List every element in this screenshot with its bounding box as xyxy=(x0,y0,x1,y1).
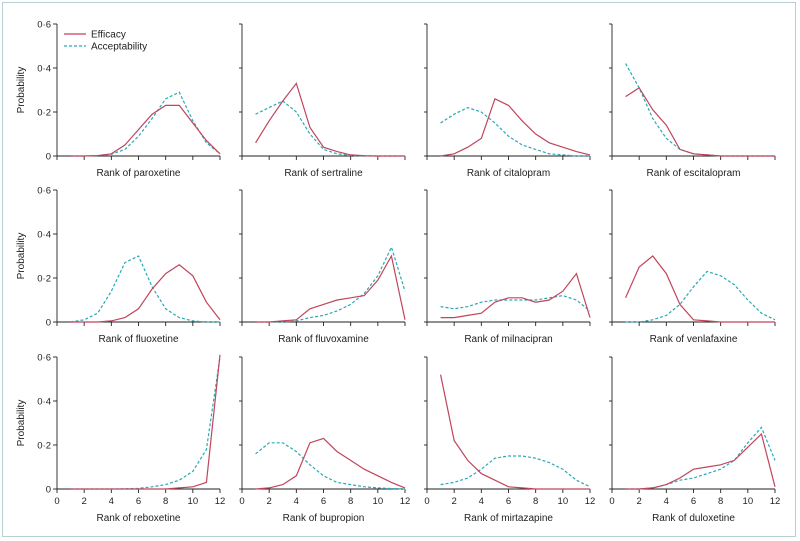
x-tick-label: 12 xyxy=(215,496,226,507)
x-axis-title: Rank of paroxetine xyxy=(97,168,181,179)
x-tick-label: 6 xyxy=(321,496,326,507)
y-tick-label: 0·6 xyxy=(37,20,51,31)
x-tick-label: 2 xyxy=(82,496,87,507)
x-tick-label: 12 xyxy=(585,496,596,507)
x-axis-title: Rank of escitalopram xyxy=(647,168,741,179)
acceptability-line xyxy=(625,426,776,490)
panel-2: Rank of sertraline xyxy=(239,23,406,179)
y-tick-label: 0 xyxy=(46,485,51,496)
acceptability-line xyxy=(70,255,220,323)
x-tick-label: 10 xyxy=(743,496,754,507)
efficacy-line xyxy=(439,374,590,490)
acceptability-line xyxy=(625,270,776,323)
acceptability-line xyxy=(440,455,591,488)
efficacy-line xyxy=(625,255,775,323)
efficacy-line xyxy=(440,272,591,319)
y-axis-title: Probability xyxy=(16,233,27,280)
y-tick-label: 0·4 xyxy=(37,397,51,408)
y-tick-label: 0 xyxy=(46,318,51,329)
x-tick-label: 8 xyxy=(533,496,538,507)
x-axis-title: Rank of reboxetine xyxy=(97,513,181,524)
x-axis-title: Rank of fluvoxamine xyxy=(278,334,369,345)
x-tick-label: 12 xyxy=(400,496,411,507)
panel-4: Rank of escitalopram xyxy=(609,23,776,179)
x-tick-label: 4 xyxy=(294,496,299,507)
panel-3: Rank of citalopram xyxy=(424,23,591,179)
y-tick-label: 0·2 xyxy=(37,274,51,285)
x-tick-label: 0 xyxy=(239,496,244,507)
efficacy-line xyxy=(255,437,406,490)
panel-5: 0 0·2 0·4 0·6 Probability Rank of fluoxetine xyxy=(16,186,221,345)
x-tick-label: 4 xyxy=(479,496,484,507)
acceptability-line xyxy=(70,91,221,157)
efficacy-line xyxy=(255,82,405,157)
x-tick-label: 4 xyxy=(664,496,669,507)
panel-12: 0 2 4 6 8 10 12 Rank of duloxetine xyxy=(609,356,781,524)
legend-efficacy-label: Efficacy xyxy=(91,30,126,41)
efficacy-line xyxy=(70,104,221,157)
x-tick-label: 10 xyxy=(373,496,384,507)
panel-7: Rank of milnacipran xyxy=(424,189,591,345)
x-axis-title: Rank of sertraline xyxy=(284,168,363,179)
acceptability-line xyxy=(440,106,590,157)
y-tick-label: 0·4 xyxy=(37,230,51,241)
x-tick-label: 2 xyxy=(267,496,272,507)
y-tick-label: 0 xyxy=(46,152,51,163)
x-axis-title: Rank of citalopram xyxy=(467,168,550,179)
x-axis-title: Rank of milnacipran xyxy=(464,334,552,345)
y-tick-label: 0·6 xyxy=(37,353,51,364)
x-axis-title: Rank of duloxetine xyxy=(652,513,735,524)
y-tick-label: 0·2 xyxy=(37,441,51,452)
acceptability-line xyxy=(440,294,591,312)
x-tick-label: 6 xyxy=(136,496,141,507)
panel-9: 0 0·2 0·4 0·6 Probability 0 2 4 6 8 10 12 Rank of re… xyxy=(16,353,225,525)
acceptability-line xyxy=(70,356,221,490)
x-tick-label: 10 xyxy=(558,496,569,507)
efficacy-line xyxy=(440,97,591,157)
x-tick-label: 0 xyxy=(609,496,614,507)
x-tick-label: 4 xyxy=(109,496,114,507)
acceptability-line xyxy=(625,63,775,157)
efficacy-line xyxy=(625,86,775,157)
x-axis-title: Rank of mirtazapine xyxy=(464,513,553,524)
x-tick-label: 0 xyxy=(424,496,429,507)
efficacy-line xyxy=(625,432,776,490)
y-axis-title: Probability xyxy=(16,400,27,447)
x-tick-label: 10 xyxy=(188,496,199,507)
legend-acceptability-label: Acceptability xyxy=(91,42,147,53)
x-tick-label: 2 xyxy=(452,496,457,507)
y-axis-title: Probability xyxy=(16,67,27,114)
x-axis-title: Rank of bupropion xyxy=(283,513,365,524)
efficacy-line xyxy=(70,354,221,490)
x-tick-label: 12 xyxy=(770,496,781,507)
panel-11: 0 2 4 6 8 10 12 Rank of mirtazapine xyxy=(424,356,596,524)
x-tick-label: 2 xyxy=(637,496,642,507)
y-tick-label: 0·6 xyxy=(37,186,51,197)
x-tick-label: 0 xyxy=(54,496,59,507)
x-tick-label: 6 xyxy=(506,496,511,507)
y-tick-label: 0·4 xyxy=(37,64,51,75)
efficacy-line xyxy=(70,264,221,323)
panel-10: 0 2 4 6 8 10 12 Rank of bupropion xyxy=(239,356,411,524)
y-tick-label: 0·2 xyxy=(37,108,51,119)
x-tick-label: 6 xyxy=(691,496,696,507)
panel-8: Rank of venlafaxine xyxy=(609,189,776,345)
panel-6: Rank of fluvoxamine xyxy=(239,189,406,345)
acceptability-line xyxy=(255,442,406,490)
acceptability-line xyxy=(255,100,405,157)
x-axis-title: Rank of fluoxetine xyxy=(98,334,178,345)
x-tick-label: 8 xyxy=(718,496,723,507)
acceptability-line xyxy=(255,245,406,323)
x-axis-title: Rank of venlafaxine xyxy=(650,334,738,345)
efficacy-line xyxy=(255,254,406,323)
x-tick-label: 8 xyxy=(348,496,353,507)
x-tick-label: 8 xyxy=(163,496,168,507)
panel-1: 0 0·2 0·4 0·6 Probability Rank of paroxetine xyxy=(16,20,221,179)
